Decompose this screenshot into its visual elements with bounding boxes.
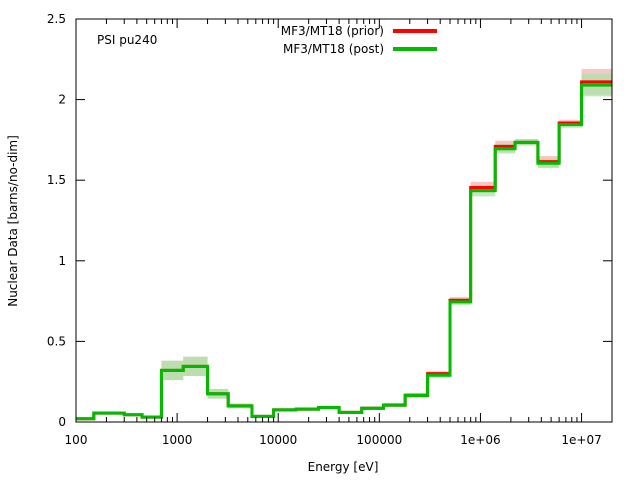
y-tick-label: 2 — [58, 93, 66, 107]
legend-label-post: MF3/MT18 (post) — [283, 42, 384, 56]
x-axis-label: Energy [eV] — [308, 460, 379, 474]
x-tick-label: 10000 — [259, 433, 297, 447]
x-tick-label: 1e+06 — [460, 433, 500, 447]
annotation-label: PSI pu240 — [97, 33, 157, 47]
y-axis-label: Nuclear Data [barns/no-dim] — [6, 135, 20, 307]
y-tick-label: 2.5 — [47, 12, 66, 26]
y-tick-label: 1 — [58, 254, 66, 268]
bands-layer — [76, 68, 612, 420]
x-tick-label: 100 — [65, 433, 88, 447]
plot-frame — [75, 18, 613, 423]
y-tick-label: 0.5 — [47, 334, 66, 348]
y-axis-ticks: 0 0.5 1 1.5 2 2.5 — [47, 12, 612, 429]
prior-uncertainty-band — [76, 68, 612, 420]
x-tick-label: 1e+07 — [561, 433, 601, 447]
post-series-line — [76, 83, 612, 421]
x-tick-label: 100000 — [356, 433, 402, 447]
x-tick-label: 1000 — [162, 433, 193, 447]
post-uncertainty-band — [76, 73, 612, 420]
x-axis-ticks: 100 1000 10000 100000 1e+06 1e+07 — [65, 19, 602, 447]
y-tick-label: 0 — [58, 415, 66, 429]
legend-label-prior: MF3/MT18 (prior) — [281, 24, 384, 38]
y-tick-label: 1.5 — [47, 173, 66, 187]
prior-series-line — [76, 80, 612, 421]
legend: MF3/MT18 (prior) MF3/MT18 (post) — [281, 24, 437, 56]
